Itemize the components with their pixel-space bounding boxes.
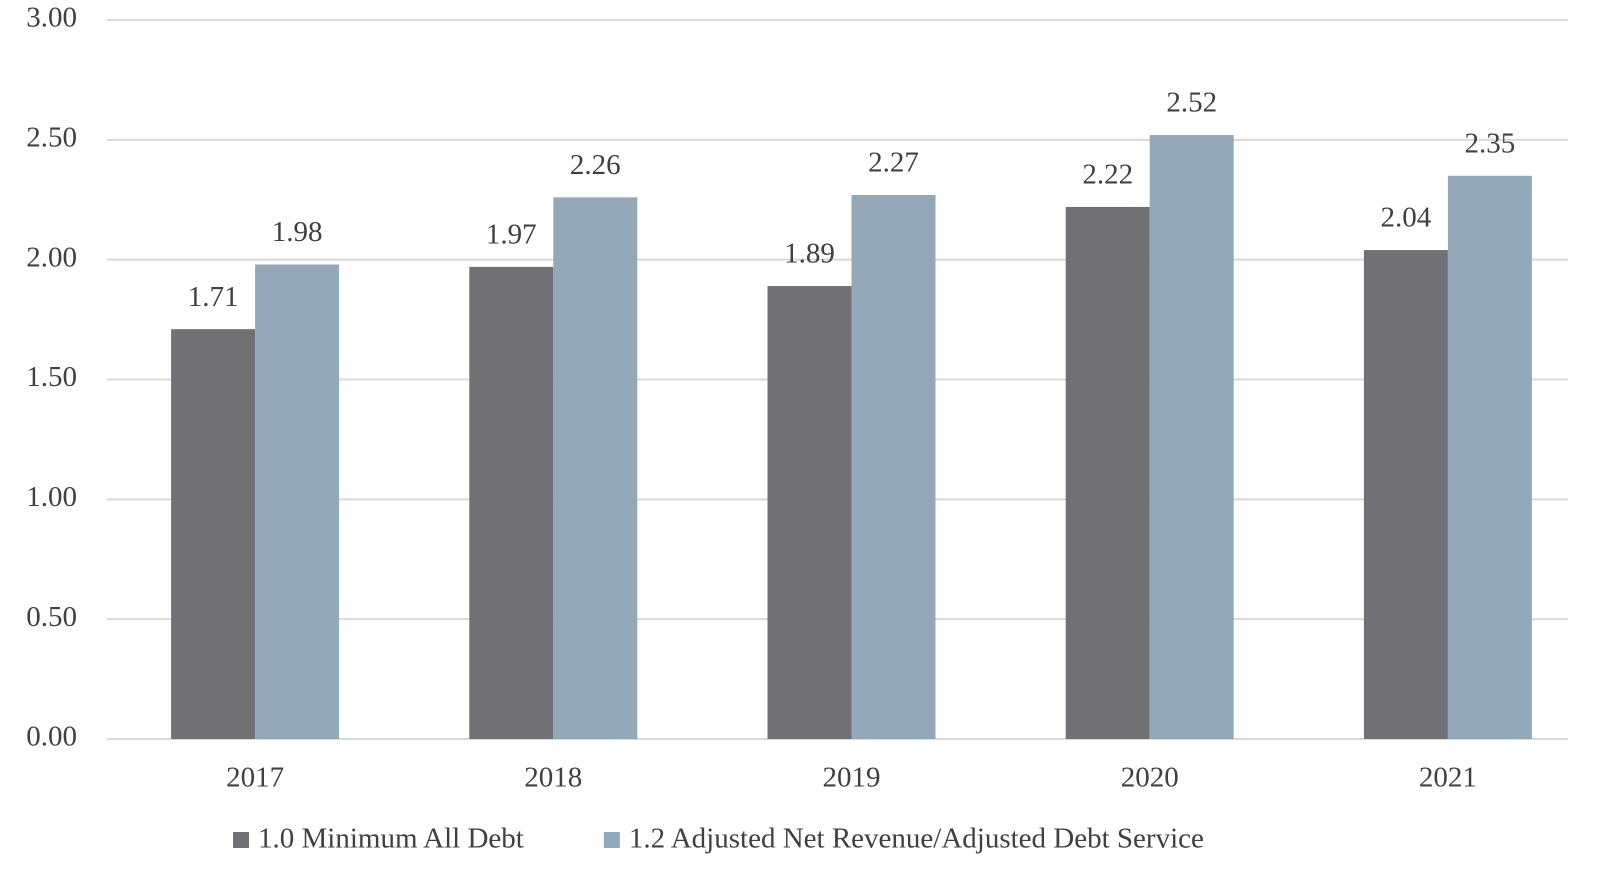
y-tick-label: 1.50 — [26, 361, 77, 393]
bar — [255, 264, 340, 739]
data-label: 1.89 — [784, 238, 835, 270]
bar — [1363, 250, 1448, 739]
y-tick-label: 0.00 — [26, 721, 77, 753]
data-label: 2.04 — [1381, 202, 1432, 234]
legend-label: 1.0 Minimum All Debt — [258, 823, 524, 855]
y-tick-label: 2.00 — [26, 241, 77, 273]
bar — [851, 194, 936, 739]
data-label: 2.26 — [570, 149, 621, 181]
x-tick-label: 2021 — [1419, 762, 1477, 794]
bar — [1149, 135, 1234, 740]
x-tick-label: 2019 — [823, 762, 881, 794]
bar — [469, 266, 554, 739]
data-label: 2.27 — [868, 147, 919, 179]
x-tick-label: 2018 — [524, 762, 582, 794]
data-label: 2.22 — [1082, 159, 1133, 191]
y-tick-label: 2.50 — [26, 121, 77, 153]
bar — [767, 286, 852, 739]
bar — [553, 197, 638, 739]
y-tick-label: 0.50 — [26, 601, 77, 633]
y-tick-label: 3.00 — [26, 2, 77, 34]
y-tick-label: 1.00 — [26, 481, 77, 513]
data-label: 1.71 — [188, 281, 239, 313]
data-label: 2.52 — [1166, 87, 1217, 119]
data-label: 2.35 — [1465, 127, 1516, 159]
data-label: 1.97 — [486, 219, 537, 251]
data-label: 1.98 — [272, 216, 323, 248]
x-tick-label: 2020 — [1121, 762, 1179, 794]
x-tick-label: 2017 — [226, 762, 284, 794]
legend-label: 1.2 Adjusted Net Revenue/Adjusted Debt S… — [629, 823, 1204, 855]
bar — [1447, 175, 1532, 740]
legend-swatch — [603, 832, 620, 848]
bar — [171, 329, 256, 739]
legend-swatch — [233, 832, 249, 848]
bar — [1065, 206, 1150, 739]
